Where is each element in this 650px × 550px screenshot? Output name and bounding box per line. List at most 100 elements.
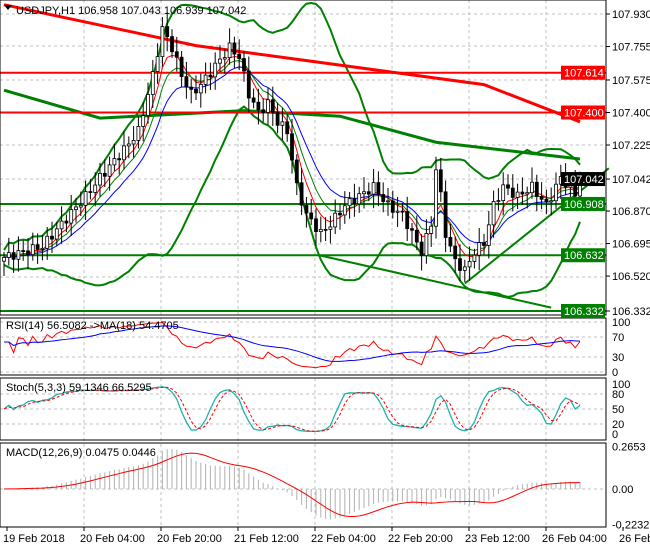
rsi-label: RSI(14) 56.5082 ->MA(18) 54.4705 — [6, 320, 179, 332]
candle — [179, 56, 184, 78]
candle — [174, 51, 179, 58]
time-label: 26 Feb 20:00 — [619, 533, 650, 545]
candle — [534, 181, 539, 197]
candle — [419, 241, 424, 257]
candle — [88, 191, 93, 193]
candle — [410, 228, 414, 231]
candle — [539, 196, 544, 200]
pane-border — [0, 442, 607, 528]
candle — [342, 205, 347, 216]
price-tick-label: 106.520 — [612, 271, 650, 283]
candle — [35, 244, 40, 250]
candle — [453, 245, 458, 260]
candle — [405, 211, 410, 230]
macd-axis-label: -0.2232 — [612, 520, 649, 532]
candle — [222, 57, 227, 60]
candle — [362, 191, 366, 195]
stoch-axis-label: 0 — [612, 429, 618, 441]
candle — [16, 250, 21, 260]
candle — [131, 139, 136, 145]
candle — [515, 191, 520, 198]
candle — [357, 193, 362, 205]
macd-axis-label: 0.2653 — [612, 442, 646, 454]
candle — [506, 184, 510, 189]
candle — [429, 225, 434, 234]
stoch-label: Stoch(5,3,3) 59.1346 66.5295 — [6, 382, 152, 394]
candle — [290, 133, 294, 161]
candle — [242, 58, 246, 72]
dropdown-triangle-icon[interactable] — [4, 5, 12, 10]
candle — [160, 26, 165, 58]
candle — [141, 115, 146, 127]
rsi-axis-label: 0 — [612, 367, 618, 379]
price-tick-label: 106.332 — [612, 306, 650, 318]
level-tag-label: 106.908 — [564, 199, 604, 211]
candle — [232, 42, 237, 55]
level-tag-label: 107.400 — [564, 108, 604, 120]
chart-header: USDJPY,H1 106.958 107.043 106.939 107.04… — [16, 5, 246, 17]
price-pane[interactable] — [0, 1, 610, 312]
candle — [482, 242, 486, 246]
time-label: 22 Feb 20:00 — [388, 533, 453, 545]
candle — [520, 191, 525, 195]
candle — [146, 94, 150, 116]
candle — [338, 212, 342, 216]
candle — [381, 194, 386, 202]
rsi-axis-label: 100 — [612, 317, 630, 329]
candle — [530, 181, 534, 194]
time-label: 23 Feb 12:00 — [465, 533, 530, 545]
price-tick-label: 106.870 — [612, 206, 650, 218]
candle — [434, 169, 438, 227]
time-label: 21 Feb 12:00 — [234, 533, 299, 545]
rsi-line — [4, 322, 581, 369]
candle — [21, 250, 26, 253]
candle — [275, 112, 280, 126]
candle — [93, 184, 98, 193]
candle — [30, 244, 35, 255]
candle — [184, 76, 189, 88]
candle — [309, 212, 314, 220]
candle — [78, 204, 83, 208]
trendline — [320, 254, 552, 309]
candle — [544, 198, 549, 203]
level-tag — [561, 105, 605, 120]
candle — [126, 143, 131, 147]
trendline — [464, 167, 610, 285]
candle — [208, 74, 213, 78]
rsi-pane[interactable]: 100 70 30 0 — [0, 317, 630, 379]
time-label: 22 Feb 04:00 — [311, 533, 376, 545]
candle — [11, 252, 16, 260]
candle — [74, 206, 78, 210]
candle — [136, 126, 141, 141]
price-tick-label: 106.695 — [612, 239, 650, 251]
candle — [376, 182, 381, 195]
candle — [390, 200, 395, 213]
level-tag — [561, 65, 605, 80]
candle — [486, 224, 491, 246]
candle — [462, 266, 467, 271]
pane-border — [0, 0, 607, 316]
current-price-label: 107.042 — [564, 174, 604, 186]
ma-red-line — [3, 3, 581, 124]
candle — [170, 36, 174, 53]
candle — [117, 158, 122, 161]
candle — [6, 252, 11, 258]
candle — [299, 182, 304, 206]
candle — [352, 198, 357, 205]
macd-label: MACD(12,26,9) 0.0475 0.0446 — [6, 447, 156, 459]
candle — [438, 169, 443, 193]
candle — [386, 200, 390, 203]
price-tick-label: 107.400 — [612, 108, 650, 120]
level-tag-label: 106.332 — [564, 306, 604, 318]
candle — [424, 233, 429, 257]
candle — [261, 109, 266, 113]
time-label: 20 Feb 20:00 — [157, 533, 222, 545]
macd-pane[interactable]: 0.2653 0.00 -0.2232 — [0, 442, 649, 532]
rsi-axis-label: 30 — [612, 352, 624, 364]
stoch-axis-label: 20 — [612, 419, 624, 431]
candle — [102, 172, 107, 177]
candle — [59, 220, 64, 230]
